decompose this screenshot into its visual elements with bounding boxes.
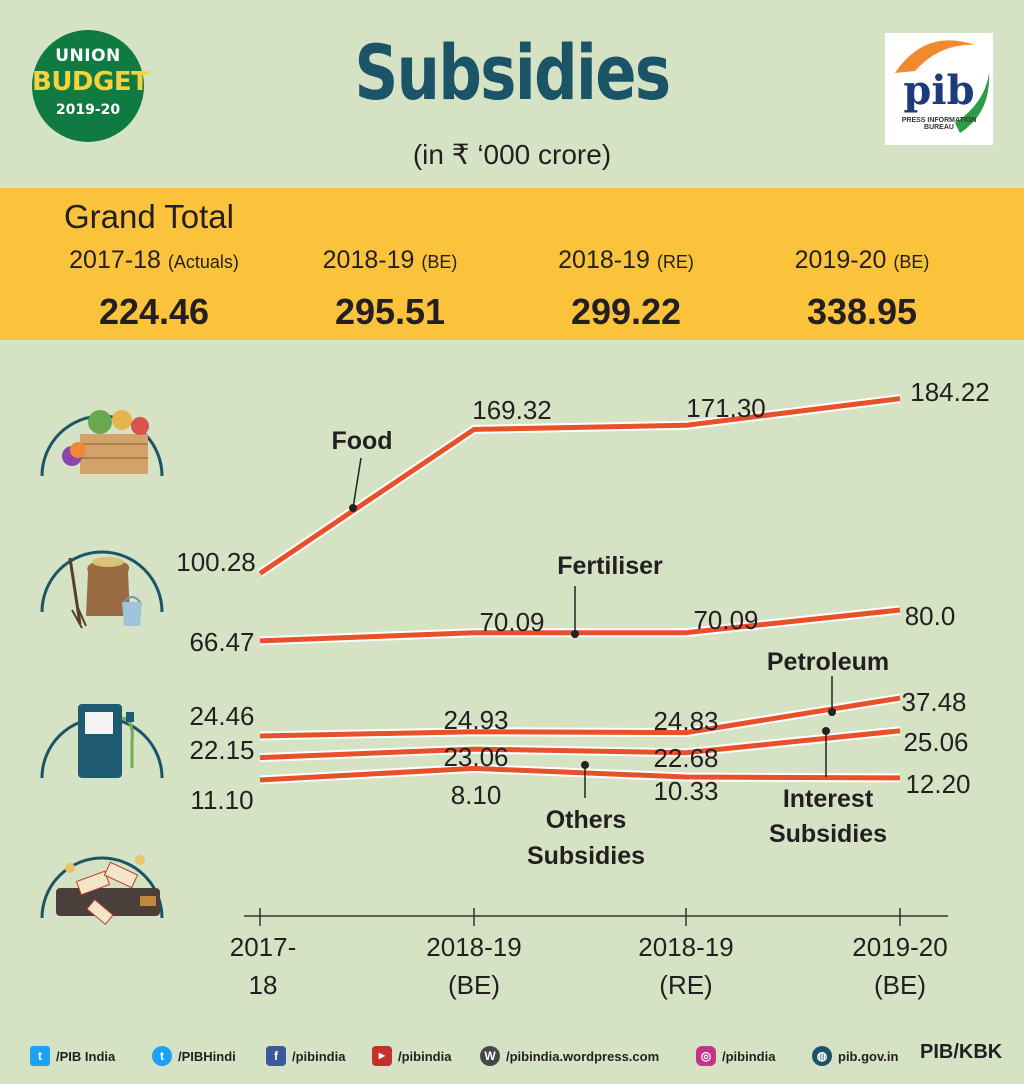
data-label: 22.15 <box>189 735 254 765</box>
x-tick-label: 2019-20 <box>852 932 947 962</box>
union-budget-badge: UNION BUDGET 2019-20 <box>32 30 149 142</box>
grand-total-year: 2017-18 (Actuals) <box>69 246 239 274</box>
data-label: 10.33 <box>653 776 718 806</box>
grand-total-year: 2018-19 (BE) <box>322 246 458 274</box>
pib-logo-swoosh <box>895 40 990 133</box>
footer-item[interactable]: ▶ /pibindia <box>372 1046 451 1066</box>
footer-item[interactable]: ◎ /pibindia <box>696 1046 775 1066</box>
grand-total-year: 2018-19 (RE) <box>558 246 694 274</box>
footer-item[interactable]: ◍ pib.gov.in <box>812 1046 898 1066</box>
data-label: 24.93 <box>443 705 508 735</box>
footer-item-text: /pibindia <box>722 1048 776 1064</box>
wallet-money-icon <box>40 855 164 926</box>
grand-total-label: Grand Total <box>64 198 234 235</box>
footer-item[interactable]: W/pibindia.wordpress.com <box>480 1046 659 1066</box>
grand-total-col: 2018-19 (BE) 295.51 <box>270 246 510 333</box>
interest-marker <box>822 727 830 735</box>
series-label-fertiliser: Fertiliser <box>557 552 663 580</box>
data-label: 37.48 <box>901 687 966 717</box>
series-label-others-1: Others <box>546 806 627 834</box>
data-label: 11.10 <box>190 785 253 815</box>
series-label-petroleum: Petroleum <box>767 648 889 676</box>
globe-icon: ◍ <box>812 1046 832 1066</box>
grand-total-col: 2018-19 (RE) 299.22 <box>506 246 746 333</box>
footer-item-text: /pibindia.wordpress.com <box>506 1048 660 1064</box>
header: UNION BUDGET 2019-20 Subsidies (in ₹ ‘00… <box>0 0 1024 188</box>
grand-total-col: 2017-18 (Actuals) 224.46 <box>34 246 274 333</box>
twitter-icon: t <box>30 1046 50 1066</box>
data-label: 24.46 <box>189 701 254 731</box>
food-marker <box>349 504 357 512</box>
footer-item[interactable]: t/PIB India <box>30 1046 115 1066</box>
vegetable-basket-icon <box>40 410 164 477</box>
fuel-pump-icon <box>40 704 164 779</box>
series-label-others-2: Subsidies <box>527 842 645 870</box>
data-label: 80.0 <box>905 601 956 631</box>
pib-logo-text: pib <box>903 67 975 114</box>
series-line-petroleum <box>259 695 901 739</box>
data-label: 169.32 <box>472 395 552 425</box>
food-leader <box>352 457 362 509</box>
data-label: 70.09 <box>693 605 758 635</box>
x-tick-label: (BE) <box>874 970 926 1000</box>
footer-credit: PIB/KBK <box>920 1041 1003 1063</box>
data-label: 24.83 <box>653 706 718 736</box>
fertiliser-marker <box>571 630 579 638</box>
data-label: 25.06 <box>903 727 968 757</box>
data-label: 171.30 <box>686 393 766 423</box>
pib-logo: pib PRESS INFORMATION BUREAU <box>885 33 993 145</box>
footer-item[interactable]: f/pibindia <box>266 1046 345 1066</box>
fertiliser-sack-icon <box>40 550 164 629</box>
twitter-icon: t <box>152 1046 172 1066</box>
data-label: 70.09 <box>479 607 544 637</box>
grand-total-value: 338.95 <box>806 291 918 332</box>
petroleum-marker <box>828 708 836 716</box>
data-label: 12.20 <box>905 769 970 799</box>
footer-item-text: /pibindia <box>292 1048 346 1064</box>
grand-total-band: Grand Total 2017-18 (Actuals) 224.46 201… <box>0 188 1024 340</box>
badge-line3: 2019-20 <box>55 102 121 118</box>
footer-item-text: /PIB India <box>56 1048 116 1064</box>
footer-item-text: pib.gov.in <box>838 1048 899 1064</box>
data-label: 23.06 <box>443 742 508 772</box>
data-label: 100.28 <box>176 547 256 577</box>
x-tick-label: 2018-19 <box>638 932 733 962</box>
series-line-interest-subsidies <box>259 728 901 761</box>
instagram-icon: ◎ <box>696 1046 716 1066</box>
grand-total-value: 295.51 <box>334 291 446 332</box>
chart-svg: 2017- 18 2018-19 (BE) 2018-19 (RE) 2019-20 (BE)… <box>40 377 990 1000</box>
grand-total-year: 2019-20 (BE) <box>794 246 930 274</box>
series-label-interest-2: Subsidies <box>769 820 887 848</box>
series-label-interest-1: Interest <box>783 785 874 813</box>
data-label: 8.10 <box>451 780 502 810</box>
x-tick-label: (BE) <box>448 970 500 1000</box>
series-line-food <box>258 396 901 576</box>
wordpress-icon: W <box>480 1046 500 1066</box>
badge-line2: BUDGET <box>32 67 149 97</box>
data-label: 66.47 <box>189 627 254 657</box>
x-tick-label: 18 <box>249 970 278 1000</box>
series-line-others-subsidies <box>259 765 901 783</box>
page-title: Subsidies <box>354 28 671 117</box>
footer-item-text: /PIBHindi <box>178 1048 236 1064</box>
data-label: 184.22 <box>910 377 990 407</box>
grand-total-value: 299.22 <box>570 291 682 332</box>
x-tick-label: 2018-19 <box>426 932 521 962</box>
page-subtitle: (in ₹ ‘000 crore) <box>412 139 612 170</box>
youtube-icon: ▶ <box>372 1046 392 1066</box>
x-tick-label: (RE) <box>659 970 712 1000</box>
footer <box>0 1040 1024 1084</box>
series-label-food: Food <box>331 427 392 455</box>
grand-total-value: 224.46 <box>98 291 210 332</box>
series-line-fertiliser <box>259 607 901 644</box>
subsidies-chart: 2017- 18 2018-19 (BE) 2018-19 (RE) 2019-20 (BE)… <box>0 340 1024 1040</box>
pib-logo-sub: PRESS INFORMATION BUREAU <box>901 117 977 131</box>
facebook-icon: f <box>266 1046 286 1066</box>
data-label: 22.68 <box>653 743 718 773</box>
footer-item-text: /pibindia <box>398 1048 452 1064</box>
footer-item[interactable]: t/PIBHindi <box>152 1046 236 1066</box>
grand-total-col: 2019-20 (BE) 338.95 <box>742 246 982 333</box>
badge-line1: UNION <box>55 46 121 66</box>
x-tick-label: 2017- <box>230 932 297 962</box>
